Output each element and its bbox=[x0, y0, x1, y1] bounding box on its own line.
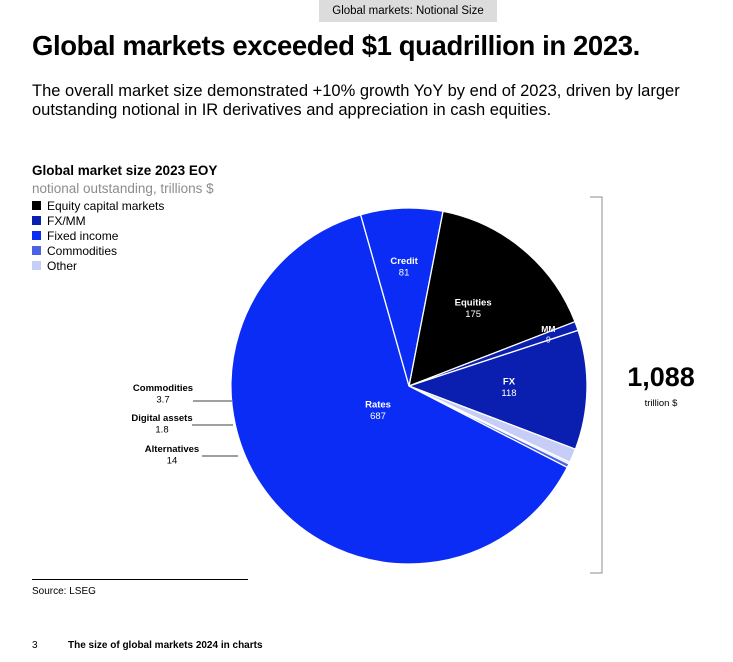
slice-value-credit: 81 bbox=[399, 268, 410, 279]
legend-swatch bbox=[32, 246, 41, 255]
header-tag: Global markets: Notional Size bbox=[319, 0, 497, 22]
slice-label-mm: MM bbox=[541, 324, 555, 334]
slice-label-alternatives: Alternatives bbox=[145, 444, 199, 455]
legend-item-fxmm: FX/MM bbox=[32, 213, 164, 228]
legend-item-fixed-income: Fixed income bbox=[32, 228, 164, 243]
legend-label: Other bbox=[47, 258, 78, 273]
footer-title: The size of global markets 2024 in chart… bbox=[68, 640, 263, 651]
pie-slice-fx bbox=[408, 329, 588, 450]
legend-label: FX/MM bbox=[47, 213, 86, 228]
page-number: 3 bbox=[32, 640, 38, 651]
legend-swatch bbox=[32, 231, 41, 240]
legend-swatch bbox=[32, 216, 41, 225]
pie-slice-equities bbox=[408, 210, 576, 387]
slice-value-digital-assets: 1.8 bbox=[155, 425, 168, 436]
legend-swatch bbox=[32, 201, 41, 210]
legend-label: Commodities bbox=[47, 243, 118, 258]
legend-swatch bbox=[32, 261, 41, 270]
pie-slice-credit bbox=[359, 207, 444, 387]
chart-title: Global market size 2023 EOY bbox=[32, 163, 218, 178]
legend-item-commodities: Commodities bbox=[32, 243, 164, 258]
total-value: 1,088 bbox=[627, 362, 695, 392]
slice-value-commodities: 3.7 bbox=[156, 395, 169, 406]
slice-value-fx: 118 bbox=[501, 388, 516, 399]
slice-value-rates: 687 bbox=[370, 411, 386, 422]
slice-value-equities: 175 bbox=[465, 309, 481, 320]
legend-label: Equity capital markets bbox=[47, 198, 165, 213]
page-title: Global markets exceeded $1 quadrillion i… bbox=[32, 30, 640, 61]
source-divider bbox=[32, 579, 248, 580]
pie-slice-rates bbox=[230, 214, 568, 565]
chart-subtitle: notional outstanding, trillions $ bbox=[32, 181, 214, 196]
slice-label-commodities: Commodities bbox=[133, 383, 193, 394]
total-bracket bbox=[590, 196, 603, 574]
slice-label-fx: FX bbox=[503, 376, 516, 387]
source-note: Source: LSEG bbox=[32, 586, 96, 597]
slice-label-rates: Rates bbox=[365, 399, 391, 410]
legend-item-other: Other bbox=[32, 258, 164, 273]
slice-label-credit: Credit bbox=[390, 256, 418, 267]
slice-label-digital-assets: Digital assets bbox=[131, 413, 192, 424]
chart-legend: Equity capital markets FX/MM Fixed incom… bbox=[32, 198, 164, 273]
page-subtitle: The overall market size demonstrated +10… bbox=[32, 82, 680, 119]
slice-value-mm: 9 bbox=[546, 335, 551, 345]
slice-label-equities: Equities bbox=[455, 297, 492, 308]
legend-label: Fixed income bbox=[47, 228, 119, 243]
pie-slices bbox=[230, 207, 588, 565]
total-unit: trillion $ bbox=[644, 398, 678, 409]
legend-item-equity: Equity capital markets bbox=[32, 198, 164, 213]
slice-value-alternatives: 14 bbox=[167, 456, 178, 467]
